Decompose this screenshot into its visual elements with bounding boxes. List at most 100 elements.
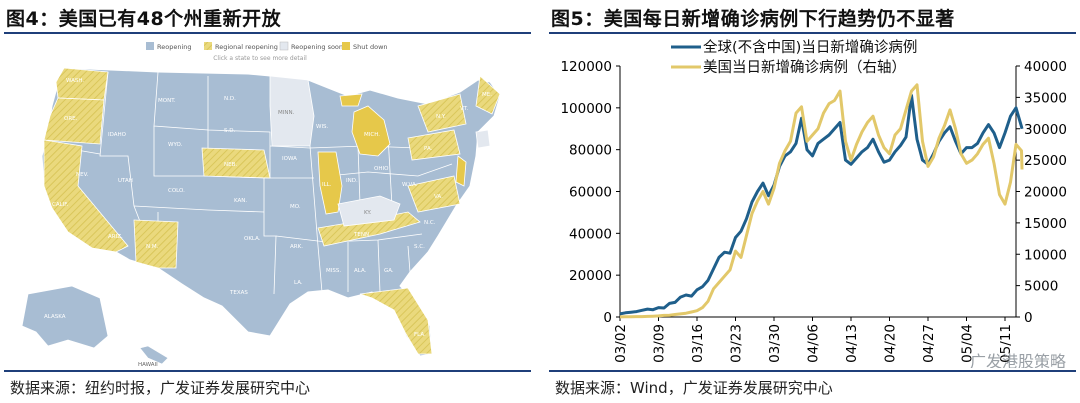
y-tick-label-left: 40000 — [569, 226, 612, 242]
label-fla: FLA. — [414, 332, 426, 338]
legend-label-us: 美国当日新增确诊病例（右轴） — [703, 59, 906, 76]
label-nd: N.D. — [224, 96, 236, 102]
label-alaska: ALASKA — [44, 314, 66, 320]
label-wis: WIS. — [316, 124, 329, 130]
label-ore: ORE. — [64, 116, 78, 122]
label-miss: MISS. — [326, 268, 341, 274]
left-title-rule — [4, 32, 531, 34]
y-tick-label-left: 0 — [603, 310, 612, 326]
legend-label-regional: Regional reopening — [215, 43, 278, 51]
label-ga: GA. — [384, 268, 394, 274]
x-tick-label: 05/11 — [998, 324, 1014, 363]
x-tick-label: 04/13 — [844, 324, 860, 363]
y-tick-label-left: 60000 — [569, 185, 612, 201]
label-nm: N.M. — [146, 244, 159, 250]
map-svg: Reopening Regional reopening Reopening s… — [8, 36, 529, 369]
label-utah: UTAH — [118, 178, 133, 184]
label-ind: IND. — [346, 178, 358, 184]
label-sc: S.C. — [414, 244, 425, 250]
y-tick-label-right: 35000 — [1024, 90, 1067, 106]
right-panel: 图5：美国每日新增确诊病例下行趋势仍不显著 0 20000 40000 60000 80… — [545, 0, 1080, 403]
shutdown-states — [317, 93, 467, 215]
legend-swatch-reopening — [146, 42, 154, 50]
state-calif — [43, 139, 129, 253]
legend-label-global: 全球(不含中国)当日新增确诊病例 — [703, 38, 917, 56]
legend-label-soon: Reopening soon — [291, 43, 343, 51]
y-tick-label-left: 20000 — [569, 268, 612, 284]
left-figure-title: 图4：美国已有48个州重新开放 — [6, 8, 282, 30]
left-source-rule — [4, 370, 531, 372]
y-tick-label-right: 10000 — [1024, 247, 1067, 263]
chart-svg: 0 20000 40000 60000 80000 100000 120000 0 5000 10… — [560, 38, 1067, 371]
chart-legend: 全球(不含中国)当日新增确诊病例 美国当日新增确诊病例（右轴） — [671, 38, 917, 76]
state-mich — [351, 105, 391, 157]
x-tick-label: 03/09 — [652, 324, 668, 363]
right-source-note: 数据来源：Wind，广发证券发展研究中心 — [555, 379, 833, 397]
label-kan: KAN. — [234, 198, 247, 204]
label-iowa: IOWA — [282, 156, 297, 162]
label-ark: ARK. — [290, 244, 303, 250]
y-tick-label-right: 25000 — [1024, 153, 1067, 169]
reopening-soon-states — [269, 75, 491, 227]
state-alaska — [21, 285, 109, 349]
label-wyo: WYO. — [168, 142, 183, 148]
state-nj — [455, 155, 467, 187]
y-tick-label-right: 20000 — [1024, 185, 1067, 201]
label-ohio: OHIO — [374, 166, 389, 172]
state-ky — [337, 195, 401, 227]
label-va: VA. — [434, 194, 443, 200]
left-panel: 图4：美国已有48个州重新开放 Reopening Regional reope… — [0, 0, 535, 403]
x-tick-label: 03/02 — [613, 324, 629, 363]
state-neb — [201, 147, 271, 179]
state-fla — [359, 287, 433, 355]
label-hawaii: HAWAII — [138, 362, 158, 368]
label-ariz: ARIZ. — [108, 234, 123, 240]
y-tick-label-left: 120000 — [560, 59, 612, 75]
y-tick-label-right: 40000 — [1024, 59, 1067, 75]
label-ala: ALA. — [354, 268, 367, 274]
state-labels: WASH. ORE. CALIF. IDAHO NEV. MONT. WYO. … — [44, 78, 492, 368]
y-tick-label-right: 15000 — [1024, 216, 1067, 232]
state-ct-ri — [475, 129, 491, 149]
legend-label-reopening: Reopening — [157, 43, 192, 51]
label-wva: W.VA. — [402, 182, 418, 188]
state-wash — [55, 67, 109, 101]
legend-label-shutdown: Shut down — [353, 43, 388, 51]
covid-cases-chart: 0 20000 40000 60000 80000 100000 120000 0 5000 10… — [545, 34, 1080, 371]
state-nm — [133, 219, 179, 269]
label-nev: NEV. — [76, 172, 89, 178]
label-neb: NEB. — [224, 162, 237, 168]
label-la: LA. — [294, 280, 303, 286]
x-tick-label: 04/06 — [806, 324, 822, 363]
label-mont: MONT. — [158, 98, 176, 104]
state-mich-up — [339, 93, 363, 107]
us-reopening-map: Reopening Regional reopening Reopening s… — [8, 36, 529, 369]
label-sd: S.D. — [224, 128, 235, 134]
label-mich: MICH. — [364, 132, 380, 138]
map-legend: Reopening Regional reopening Reopening s… — [146, 41, 388, 62]
label-me: ME. — [482, 92, 492, 98]
label-ky: KY. — [364, 210, 372, 216]
right-source-rule — [549, 370, 1076, 372]
state-va — [407, 175, 461, 213]
legend-swatch-regional — [204, 42, 212, 50]
watermark-text: 广发港股策略 — [970, 352, 1066, 368]
x-tick-label: 04/20 — [883, 324, 899, 363]
series-line-us — [619, 83, 1024, 319]
chart-axes: 0 20000 40000 60000 80000 100000 120000 0 5000 10… — [560, 59, 1067, 363]
label-calif: CALIF. — [52, 202, 69, 208]
y-tick-label-left: 80000 — [569, 143, 612, 159]
x-tick-label: 03/23 — [729, 324, 745, 363]
legend-swatch-shutdown — [342, 42, 350, 50]
label-wash: WASH. — [66, 78, 84, 84]
label-pa: PA. — [424, 146, 433, 152]
label-ny: N.Y. — [436, 114, 446, 120]
x-tick-label: 04/27 — [921, 324, 937, 363]
regional-reopening-states — [43, 67, 501, 355]
right-figure-title: 图5：美国每日新增确诊病例下行趋势仍不显著 — [551, 8, 955, 30]
left-source-note: 数据来源：纽约时报，广发证券发展研究中心 — [10, 379, 311, 397]
x-tick-label: 03/16 — [690, 324, 706, 363]
y-tick-label-right: 5000 — [1024, 279, 1058, 295]
label-minn: MINN. — [278, 110, 295, 116]
label-okla: OKLA. — [244, 236, 261, 242]
